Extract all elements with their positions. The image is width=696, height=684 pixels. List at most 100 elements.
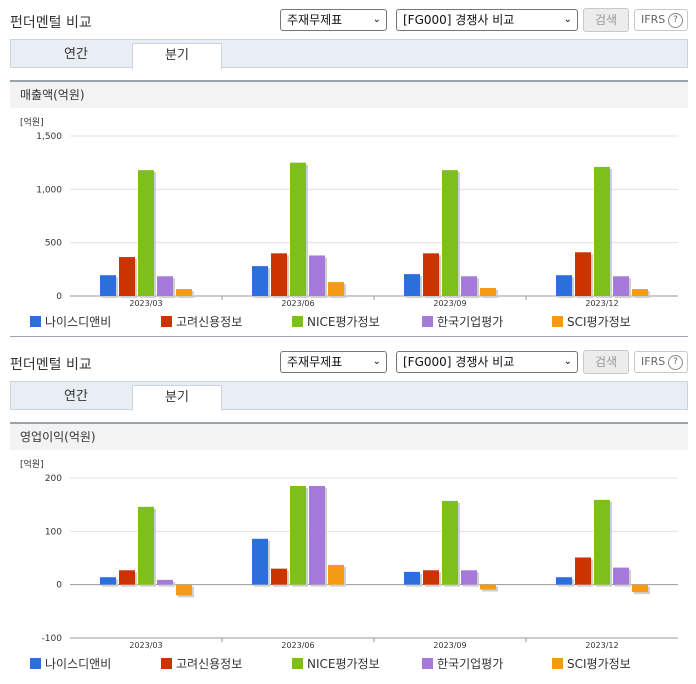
bar bbox=[613, 276, 629, 296]
bar bbox=[176, 584, 192, 596]
ifrs-label: IFRS bbox=[641, 13, 666, 26]
bar bbox=[423, 570, 439, 585]
legend-item[interactable]: 고려신용정보 bbox=[161, 313, 242, 330]
unit-label: [억원] bbox=[20, 458, 44, 470]
page-title: 펀더멘털 비교 bbox=[10, 357, 92, 373]
bar bbox=[252, 538, 268, 585]
topic-select[interactable]: 주재무제표 ⌄ bbox=[280, 9, 387, 31]
bar bbox=[157, 579, 173, 585]
compare-select[interactable]: [FG000] 경쟁사 비교 ⌄ bbox=[396, 351, 578, 373]
x-tick-label: 2023/12 bbox=[585, 299, 618, 308]
help-icon[interactable]: ? bbox=[668, 13, 683, 28]
bar bbox=[271, 568, 287, 585]
bar bbox=[613, 567, 629, 585]
legend-item[interactable]: 나이스디앤비 bbox=[30, 313, 111, 330]
page-title: 펀더멘털 비교 bbox=[10, 15, 92, 31]
legend-label: 나이스디앤비 bbox=[45, 315, 112, 329]
legend-item[interactable]: 한국기업평가 bbox=[422, 655, 503, 672]
bar bbox=[423, 253, 439, 296]
revenue-chart: [억원] 1,500 1,000 500 0 2023/03 2023/06 2023/09 2… bbox=[20, 116, 678, 308]
ifrs-button[interactable]: IFRS ? bbox=[634, 351, 688, 373]
operating-income-chart: [억원]200 100 0 -100 2023/03 2023/06 2023/09 2023… bbox=[20, 458, 678, 650]
chevron-down-icon: ⌄ bbox=[372, 356, 381, 367]
unit-label: [억원] bbox=[20, 116, 44, 128]
bar bbox=[442, 500, 458, 585]
bar bbox=[119, 570, 135, 585]
topic-select-value: 주재무제표 bbox=[287, 355, 343, 369]
panel-operating-income: 펀더멘털 비교 주재무제표 ⌄ [FG000] 경쟁사 비교 ⌄ 검색 IFRS… bbox=[0, 342, 696, 684]
bar bbox=[442, 170, 458, 296]
bar bbox=[290, 486, 306, 585]
legend-item[interactable]: 고려신용정보 bbox=[161, 655, 242, 672]
bar bbox=[100, 577, 116, 585]
y-tick-label: 0 bbox=[56, 292, 62, 302]
legend-swatch bbox=[30, 658, 41, 669]
bar bbox=[632, 584, 648, 593]
bar bbox=[290, 162, 306, 296]
tab-annual[interactable]: 연간 bbox=[64, 47, 88, 62]
x-tick-label: 2023/06 bbox=[281, 299, 314, 308]
x-tick-label: 2023/12 bbox=[585, 641, 618, 650]
chart-title: 매출액(억원) bbox=[10, 80, 688, 108]
legend-label: 한국기업평가 bbox=[437, 657, 504, 671]
topic-select[interactable]: 주재무제표 ⌄ bbox=[280, 351, 387, 373]
legend-swatch bbox=[422, 316, 433, 327]
search-button[interactable]: 검색 bbox=[583, 350, 629, 374]
y-tick-label: -100 bbox=[42, 634, 63, 644]
bar bbox=[594, 166, 610, 296]
y-tick-label: 1,500 bbox=[36, 132, 62, 142]
bar bbox=[271, 253, 287, 296]
bar bbox=[328, 282, 344, 296]
y-tick-label: 500 bbox=[45, 239, 62, 249]
legend-label: NICE평가정보 bbox=[307, 657, 380, 671]
tab-quarter[interactable]: 분기 bbox=[132, 385, 222, 411]
y-tick-label: 200 bbox=[45, 474, 62, 484]
tab-quarter[interactable]: 분기 bbox=[132, 43, 222, 69]
legend-label: SCI평가정보 bbox=[567, 657, 631, 671]
chevron-down-icon: ⌄ bbox=[372, 14, 381, 25]
legend-swatch bbox=[292, 316, 303, 327]
bar bbox=[575, 557, 591, 585]
legend-item[interactable]: 나이스디앤비 bbox=[30, 655, 111, 672]
y-tick-label: 100 bbox=[45, 527, 62, 537]
bar bbox=[138, 506, 154, 585]
legend-swatch bbox=[292, 658, 303, 669]
legend-item[interactable]: SCI평가정보 bbox=[552, 313, 631, 330]
x-tick-label: 2023/09 bbox=[433, 299, 466, 308]
legend-item[interactable]: 한국기업평가 bbox=[422, 313, 503, 330]
y-tick-label: 0 bbox=[56, 581, 62, 591]
legend-item[interactable]: NICE평가정보 bbox=[292, 313, 380, 330]
chart-title: 영업이익(억원) bbox=[10, 422, 688, 450]
help-icon[interactable]: ? bbox=[668, 355, 683, 370]
bar bbox=[328, 564, 344, 585]
bar bbox=[632, 289, 648, 296]
legend-swatch bbox=[161, 658, 172, 669]
legend-item[interactable]: SCI평가정보 bbox=[552, 655, 631, 672]
divider bbox=[10, 336, 688, 337]
legend-label: NICE평가정보 bbox=[307, 315, 380, 329]
bar bbox=[309, 486, 325, 585]
period-tabs: 연간 분기 bbox=[10, 381, 688, 411]
x-tick-label: 2023/06 bbox=[281, 641, 314, 650]
legend-label: SCI평가정보 bbox=[567, 315, 631, 329]
compare-select[interactable]: [FG000] 경쟁사 비교 ⌄ bbox=[396, 9, 578, 31]
bar bbox=[404, 274, 420, 296]
ifrs-button[interactable]: IFRS ? bbox=[634, 9, 688, 31]
bar bbox=[461, 570, 477, 585]
legend-swatch bbox=[552, 316, 563, 327]
compare-select-value: [FG000] 경쟁사 비교 bbox=[403, 355, 515, 369]
legend-swatch bbox=[30, 316, 41, 327]
bar bbox=[176, 289, 192, 296]
chevron-down-icon: ⌄ bbox=[563, 14, 572, 25]
bar bbox=[480, 288, 496, 296]
legend-label: 고려신용정보 bbox=[176, 657, 243, 671]
legend-item[interactable]: NICE평가정보 bbox=[292, 655, 380, 672]
ifrs-label: IFRS bbox=[641, 355, 666, 368]
legend-swatch bbox=[422, 658, 433, 669]
tab-annual[interactable]: 연간 bbox=[64, 389, 88, 404]
chevron-down-icon: ⌄ bbox=[563, 356, 572, 367]
search-button[interactable]: 검색 bbox=[583, 8, 629, 32]
legend-label: 한국기업평가 bbox=[437, 315, 504, 329]
x-tick-label: 2023/03 bbox=[129, 641, 162, 650]
legend-swatch bbox=[552, 658, 563, 669]
